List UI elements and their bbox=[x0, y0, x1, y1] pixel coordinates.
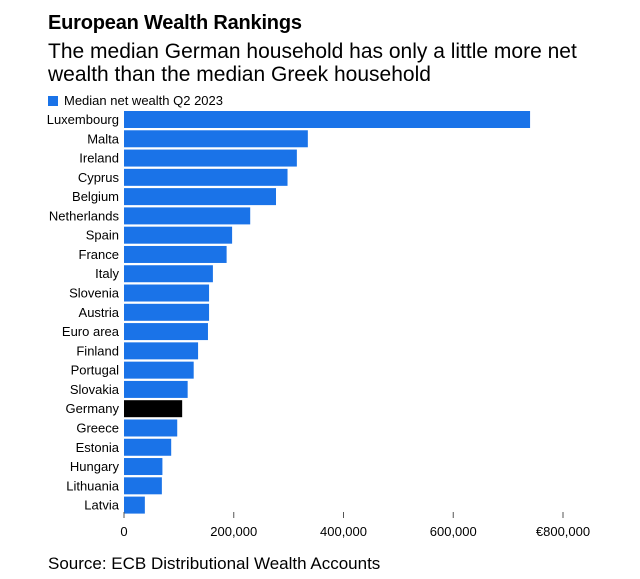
x-tick-label: 0 bbox=[120, 524, 127, 539]
source-note: Source: ECB Distributional Wealth Accoun… bbox=[48, 554, 381, 573]
category-label-germany: Germany bbox=[66, 401, 120, 416]
category-label-cyprus: Cyprus bbox=[78, 170, 120, 185]
category-label-belgium: Belgium bbox=[72, 189, 119, 204]
bar-germany bbox=[124, 400, 183, 418]
bar-netherlands bbox=[124, 207, 251, 225]
category-label-netherlands: Netherlands bbox=[49, 208, 120, 223]
category-label-finland: Finland bbox=[76, 343, 119, 358]
x-tick-label: 600,000 bbox=[430, 524, 477, 539]
bar-slovakia bbox=[124, 380, 188, 398]
category-label-hungary: Hungary bbox=[70, 459, 120, 474]
category-label-austria: Austria bbox=[79, 305, 120, 320]
category-label-greece: Greece bbox=[76, 420, 119, 435]
bar-slovenia bbox=[124, 284, 210, 302]
legend-swatch bbox=[48, 95, 58, 106]
bar-lithuania bbox=[124, 477, 162, 495]
category-label-lithuania: Lithuania bbox=[66, 478, 120, 493]
category-label-portugal: Portugal bbox=[71, 363, 120, 378]
bar-hungary bbox=[124, 458, 163, 476]
category-label-euro-area: Euro area bbox=[62, 324, 120, 339]
category-label-slovenia: Slovenia bbox=[69, 286, 120, 301]
category-label-luxembourg: Luxembourg bbox=[47, 112, 119, 127]
bar-spain bbox=[124, 226, 233, 244]
category-label-latvia: Latvia bbox=[84, 498, 119, 513]
category-label-ireland: Ireland bbox=[79, 151, 119, 166]
bar-ireland bbox=[124, 149, 297, 167]
bar-italy bbox=[124, 265, 213, 283]
chart-subtitle: The median German household has only a l… bbox=[48, 40, 577, 86]
x-tick-label: 200,000 bbox=[210, 524, 257, 539]
category-label-malta: Malta bbox=[87, 131, 120, 146]
bar-france bbox=[124, 245, 227, 263]
x-tick-label: €800,000 bbox=[536, 524, 590, 539]
bar-cyprus bbox=[124, 168, 288, 186]
category-label-france: France bbox=[79, 247, 119, 262]
bar-austria bbox=[124, 303, 210, 321]
bar-malta bbox=[124, 130, 308, 148]
category-label-slovakia: Slovakia bbox=[70, 382, 120, 397]
bar-estonia bbox=[124, 438, 172, 456]
legend: Median net wealth Q2 2023 bbox=[48, 93, 223, 108]
bar-euro-area bbox=[124, 323, 208, 341]
bar-luxembourg bbox=[124, 111, 531, 128]
bar-latvia bbox=[124, 496, 145, 514]
category-label-spain: Spain bbox=[86, 228, 119, 243]
x-tick-label: 400,000 bbox=[320, 524, 367, 539]
legend-label: Median net wealth Q2 2023 bbox=[64, 93, 223, 108]
bar-portugal bbox=[124, 361, 194, 379]
category-label-italy: Italy bbox=[95, 266, 119, 281]
chart-title: European Wealth Rankings bbox=[48, 12, 302, 34]
bar-greece bbox=[124, 419, 178, 437]
category-label-estonia: Estonia bbox=[76, 440, 120, 455]
bar-finland bbox=[124, 342, 199, 360]
bar-belgium bbox=[124, 188, 277, 206]
